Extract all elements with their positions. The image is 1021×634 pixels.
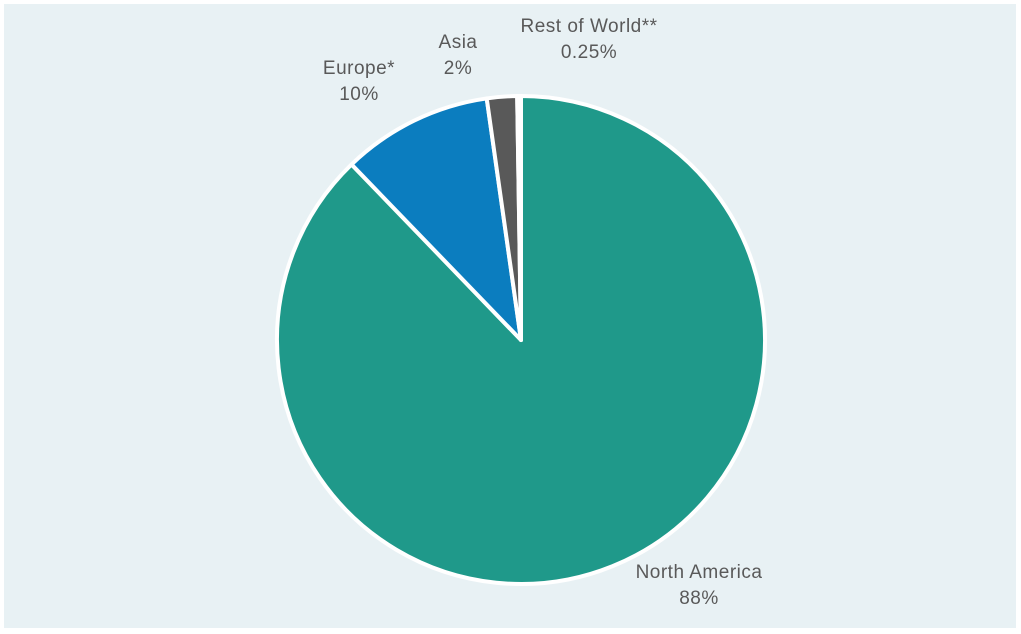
chart-area: North America 88% Europe* 10% Asia 2% Rest of … — [4, 4, 1016, 628]
slice-label-europe: Europe* — [323, 58, 395, 79]
slice-value-rest-of-world: 0.25% — [561, 42, 617, 63]
slice-label-rest-of-world: Rest of World** — [520, 16, 657, 37]
slice-value-north-america: 88% — [679, 588, 719, 609]
slice-value-asia: 2% — [444, 58, 472, 79]
pie-chart: North America 88% Europe* 10% Asia 2% Rest of … — [275, 16, 767, 609]
slice-label-north-america: North America — [636, 562, 763, 583]
pie-slices — [275, 94, 767, 586]
slice-rest-of-world — [515, 94, 523, 342]
slice-label-asia: Asia — [439, 32, 478, 53]
slice-value-europe: 10% — [339, 84, 379, 105]
slice-labels: North America 88% Europe* 10% Asia 2% Rest of … — [323, 16, 763, 609]
slice-europe — [349, 96, 523, 342]
